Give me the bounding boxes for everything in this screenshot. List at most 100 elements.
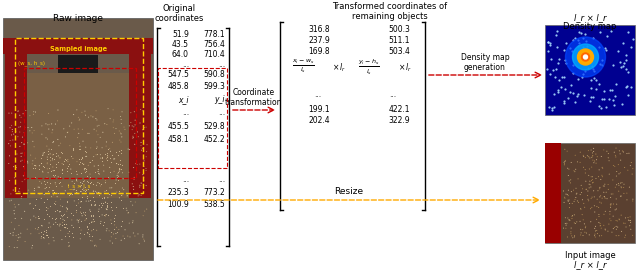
Point [5, 144, 15, 148]
Point [624, 185, 634, 189]
Point [100, 178, 111, 183]
Point [78, 162, 88, 166]
Point [565, 181, 575, 185]
Text: 202.4: 202.4 [308, 116, 330, 125]
Point [590, 229, 600, 233]
Point [18, 112, 28, 116]
Bar [3, 18, 153, 260]
Point [102, 122, 112, 127]
Point [564, 218, 575, 223]
Point [586, 175, 596, 179]
Point [86, 213, 96, 217]
Point [60, 157, 70, 161]
Point [97, 201, 108, 205]
Point [78, 139, 88, 143]
Point [20, 108, 31, 113]
Point [102, 151, 112, 155]
Point [49, 175, 60, 179]
Point [42, 176, 52, 180]
Point [47, 153, 58, 157]
Point [69, 127, 79, 131]
Text: ...: ... [314, 90, 321, 99]
Point [623, 168, 633, 173]
Point [584, 167, 595, 171]
Point [80, 166, 90, 170]
Point [61, 169, 72, 173]
Point [94, 172, 104, 176]
Point [111, 236, 121, 241]
Point [4, 161, 14, 166]
Point [563, 193, 573, 198]
Point [593, 174, 604, 179]
Point [597, 165, 607, 170]
Point [64, 193, 74, 197]
Point [88, 213, 99, 217]
Point [88, 220, 98, 224]
Point [130, 131, 140, 136]
Point [130, 234, 140, 238]
Point [108, 241, 118, 245]
Point [81, 154, 92, 158]
Point [102, 205, 112, 209]
Point [60, 189, 70, 193]
Text: Original
coordinates: Original coordinates [154, 4, 204, 23]
Point [84, 208, 95, 212]
Point [618, 150, 628, 154]
Point [96, 205, 106, 210]
Point [587, 155, 597, 160]
Point [54, 224, 65, 228]
Point [29, 214, 39, 218]
Point [564, 179, 574, 183]
Point [624, 151, 634, 156]
Point [38, 235, 48, 239]
Point [51, 154, 61, 158]
Point [86, 229, 97, 233]
Point [114, 227, 124, 232]
Point [134, 171, 145, 175]
Point [73, 197, 83, 201]
Point [50, 182, 60, 186]
Point [579, 201, 589, 205]
Point [133, 232, 143, 236]
Point [97, 156, 107, 160]
Point [99, 163, 109, 167]
Text: Coordinate
transformation: Coordinate transformation [225, 87, 282, 107]
Point [76, 228, 86, 232]
Point [68, 225, 78, 229]
Point [118, 234, 128, 238]
Point [26, 201, 36, 205]
Point [576, 207, 586, 211]
Point [586, 196, 596, 201]
Point [31, 197, 41, 201]
Point [90, 244, 100, 248]
Point [38, 164, 48, 168]
Point [28, 166, 38, 170]
Point [109, 157, 120, 161]
Point [58, 213, 68, 217]
Point [108, 232, 118, 236]
Point [56, 228, 66, 232]
Point [596, 154, 607, 158]
Point [604, 151, 614, 156]
Point [605, 212, 615, 216]
Point [580, 230, 590, 234]
Point [63, 231, 73, 236]
Text: 529.8: 529.8 [204, 122, 225, 131]
Point [133, 134, 143, 139]
Point [83, 180, 93, 184]
Point [53, 108, 63, 112]
Point [41, 205, 51, 209]
Text: Resize: Resize [335, 187, 364, 196]
Point [113, 153, 124, 157]
Point [625, 224, 635, 228]
Point [100, 212, 111, 217]
Point [594, 104, 604, 108]
Point [108, 108, 118, 112]
Point [93, 209, 103, 213]
Point [69, 187, 79, 191]
Point [39, 236, 49, 240]
Point [588, 174, 598, 179]
Point [106, 159, 116, 164]
Point [576, 231, 586, 235]
Point [562, 221, 572, 225]
